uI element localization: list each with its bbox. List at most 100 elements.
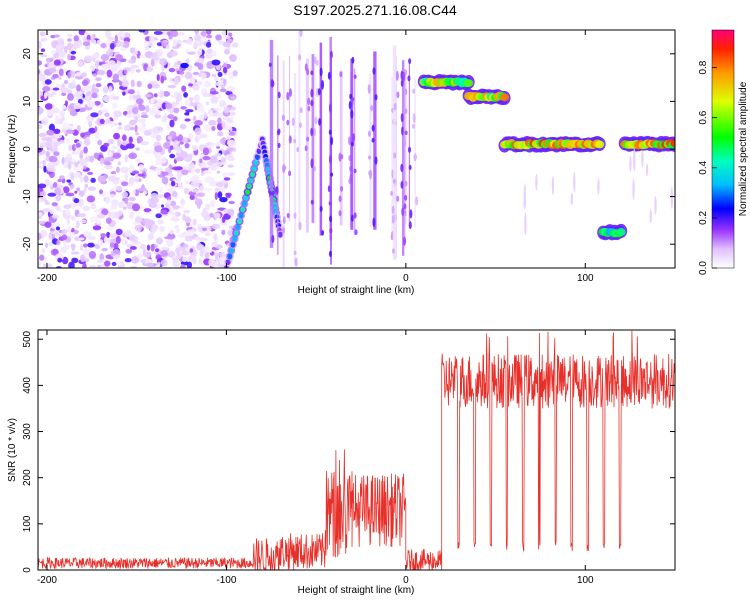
band-smear bbox=[645, 163, 649, 176]
noise-blob bbox=[82, 205, 91, 212]
streak-mark bbox=[408, 60, 410, 228]
noise-blob bbox=[202, 92, 209, 98]
spectrogram-x-ticks: -200 -100 0 100 bbox=[37, 30, 594, 284]
noise-blob bbox=[40, 48, 46, 53]
noise-blob bbox=[178, 74, 186, 78]
streak-blob bbox=[288, 135, 292, 144]
noise-blob bbox=[213, 107, 222, 111]
track-blob bbox=[227, 253, 233, 260]
noise-blob bbox=[38, 220, 46, 225]
spectrogram-x-label: Height of straight line (km) bbox=[298, 285, 415, 296]
noise-blob bbox=[106, 151, 114, 158]
band-smear bbox=[670, 186, 674, 209]
noise-blob bbox=[193, 40, 199, 49]
noise-blob bbox=[194, 135, 200, 143]
noise-blob bbox=[53, 34, 60, 38]
noise-blob bbox=[142, 248, 147, 256]
noise-blob bbox=[98, 189, 103, 195]
noise-blob bbox=[115, 54, 123, 61]
noise-blob bbox=[230, 106, 236, 111]
band-smear bbox=[654, 196, 657, 215]
streak-blob bbox=[390, 190, 394, 196]
noise-blob bbox=[172, 205, 181, 209]
streak-blob bbox=[310, 70, 314, 76]
noise-blob bbox=[208, 119, 217, 126]
streak-blob bbox=[412, 113, 416, 124]
streak-mark bbox=[330, 55, 332, 265]
noise-blob bbox=[38, 132, 47, 138]
colorbar-tick-label: 0.0 bbox=[698, 261, 709, 275]
noise-blob bbox=[126, 112, 132, 119]
noise-blob bbox=[184, 112, 189, 116]
noise-blob bbox=[175, 227, 181, 234]
streak-blob bbox=[400, 112, 404, 123]
noise-blob bbox=[179, 141, 184, 145]
noise-blob bbox=[76, 84, 81, 93]
noise-blob bbox=[52, 87, 60, 91]
track-blob bbox=[241, 200, 247, 207]
noise-blob bbox=[205, 34, 213, 39]
noise-blob bbox=[149, 55, 159, 60]
noise-blob bbox=[70, 215, 76, 221]
noise-blob bbox=[59, 175, 65, 180]
noise-blob bbox=[121, 191, 128, 198]
streak-blob bbox=[276, 129, 280, 136]
noise-blob bbox=[70, 50, 77, 55]
noise-blob bbox=[112, 152, 122, 159]
noise-blob bbox=[167, 31, 171, 36]
streak-blob bbox=[296, 146, 300, 153]
streak-blob bbox=[408, 221, 412, 230]
noise-blob bbox=[122, 134, 127, 142]
noise-blob bbox=[217, 71, 223, 78]
noise-blob bbox=[137, 225, 141, 233]
y-tick-label: 10 bbox=[22, 95, 33, 107]
colorbar-tick-label: 0.8 bbox=[698, 60, 709, 74]
noise-blob bbox=[68, 144, 72, 152]
band-smear bbox=[649, 209, 652, 224]
noise-blob bbox=[166, 124, 171, 130]
streak-blob bbox=[306, 68, 310, 76]
noise-blob bbox=[101, 247, 108, 252]
noise-blob bbox=[48, 233, 53, 241]
noise-blob bbox=[192, 71, 200, 76]
streak-blob bbox=[288, 88, 292, 97]
noise-blob bbox=[84, 138, 91, 146]
streak-blob bbox=[391, 248, 395, 255]
noise-blob bbox=[42, 207, 51, 213]
noise-blob bbox=[55, 115, 59, 121]
noise-blob bbox=[115, 235, 121, 244]
noise-blob bbox=[161, 41, 168, 47]
streak-blob bbox=[393, 102, 397, 111]
noise-blob bbox=[96, 213, 106, 219]
noise-blob bbox=[62, 122, 69, 130]
noise-blob bbox=[148, 128, 154, 133]
noise-blob bbox=[190, 180, 200, 188]
streak-blob bbox=[298, 54, 302, 61]
noise-blob bbox=[93, 100, 101, 106]
noise-blob bbox=[180, 169, 189, 176]
noise-blob bbox=[76, 187, 81, 192]
noise-blob bbox=[73, 198, 80, 204]
noise-blob bbox=[160, 75, 165, 84]
streak-blob bbox=[288, 170, 292, 177]
noise-blob bbox=[138, 118, 146, 124]
streak-blob bbox=[411, 123, 415, 129]
streak-blob bbox=[412, 88, 416, 94]
noise-blob bbox=[53, 59, 61, 66]
noise-blob bbox=[227, 86, 236, 92]
band-smear bbox=[551, 175, 555, 196]
noise-blob bbox=[230, 95, 236, 100]
noise-blob bbox=[52, 73, 59, 79]
noise-blob bbox=[180, 62, 189, 69]
noise-blob bbox=[90, 202, 97, 210]
streak-blob bbox=[310, 158, 314, 169]
noise-blob bbox=[70, 243, 76, 249]
band-smear bbox=[570, 192, 574, 206]
noise-blob bbox=[213, 76, 219, 82]
y-tick-label: 300 bbox=[22, 423, 33, 440]
noise-blob bbox=[214, 187, 220, 193]
band-smear bbox=[632, 178, 635, 201]
noise-blob bbox=[78, 237, 85, 241]
noise-blob bbox=[50, 230, 59, 235]
snr-x-ticks: -200 -100 0 100 bbox=[37, 330, 594, 586]
